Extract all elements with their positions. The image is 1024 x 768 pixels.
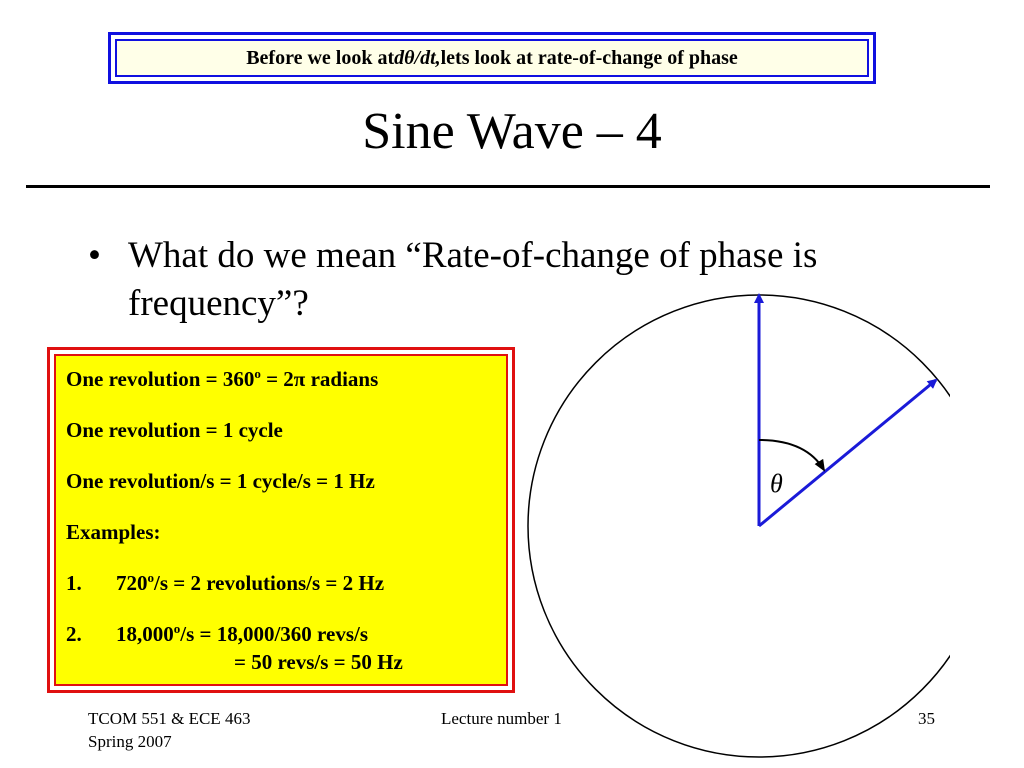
- revolution-cycle-line: One revolution = 1 cycle: [66, 418, 283, 442]
- revolution-degrees-post: = 2π radians: [260, 367, 379, 391]
- degree-sup: o: [254, 366, 261, 381]
- definitions-box: One revolution = 360o = 2π radians One r…: [47, 347, 515, 693]
- banner-text: Before we look at dθ/dt, lets look at ra…: [115, 39, 869, 77]
- example-2-number: 2.: [66, 622, 82, 646]
- revolution-degrees-line: One revolution = 360o = 2π radians: [66, 366, 378, 392]
- degree-sup: o: [173, 621, 181, 636]
- example-2-post: /s = 18,000/360 revs/s: [180, 622, 368, 646]
- example-1: 1. 720o/s = 2 revolutions/s = 2 Hz: [66, 570, 384, 596]
- angle-arc-arrow: [758, 439, 826, 472]
- footer-lecture: Lecture number 1: [441, 709, 562, 728]
- unit-circle: [527, 294, 950, 758]
- bullet-text: What do we mean “Rate-of-change of phase…: [128, 235, 818, 324]
- footer-course: TCOM 551 & ECE 463: [88, 709, 251, 728]
- examples-label: Examples:: [66, 520, 161, 544]
- phase-circle-diagram: θ: [527, 293, 950, 758]
- example-2-continuation: = 50 revs/s = 50 Hz: [234, 650, 403, 674]
- revolution-degrees-pre: One revolution = 360: [66, 367, 255, 391]
- example-2-pre: 18,000: [116, 622, 174, 646]
- title-divider: [26, 185, 990, 188]
- example-1-post: /s = 2 revolutions/s = 2 Hz: [154, 571, 385, 595]
- banner-text-before: Before we look at: [246, 46, 395, 69]
- definitions-box-inner: One revolution = 360o = 2π radians One r…: [54, 354, 508, 686]
- degree-sup: o: [147, 570, 155, 585]
- revolution-hz-line: One revolution/s = 1 cycle/s = 1 Hz: [66, 469, 375, 493]
- theta-label: θ: [770, 469, 783, 498]
- banner-text-after: lets look at rate-of-change of phase: [440, 46, 738, 69]
- rotating-vector: [758, 378, 938, 528]
- slide-title: Sine Wave – 4: [362, 103, 662, 160]
- slide-number: 35: [918, 709, 935, 728]
- banner-text-italic: dθ/dt,: [394, 46, 441, 69]
- example-2: 2. 18,000o/s = 18,000/360 revs/s: [66, 621, 368, 647]
- bullet-marker: •: [88, 235, 101, 276]
- example-1-number: 1.: [66, 571, 82, 595]
- footer-term: Spring 2007: [88, 732, 172, 751]
- banner-box: Before we look at dθ/dt, lets look at ra…: [108, 32, 876, 84]
- example-1-pre: 720: [116, 571, 148, 595]
